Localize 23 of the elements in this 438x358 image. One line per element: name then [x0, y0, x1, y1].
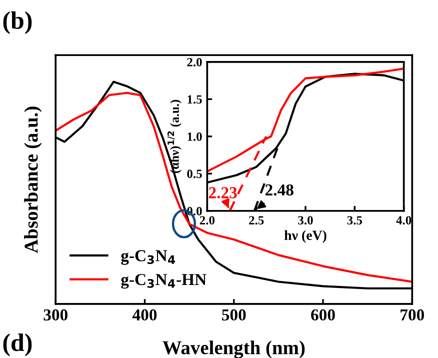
x-tick-label: 2.5	[249, 216, 264, 225]
text: (d)	[3, 334, 32, 356]
legend-label: g-C$_{3}$N$_{4}$	[121, 250, 176, 265]
annotation: 2.23	[208, 187, 237, 198]
x-tick-label: 3.5	[347, 216, 362, 225]
text: (b)	[3, 11, 32, 34]
y-axis-title: Absorbance (a.u.)	[24, 106, 42, 254]
x-axis-title: hν (eV)	[284, 230, 326, 243]
x-tick-label: 300	[44, 309, 68, 321]
x-tick-label: 400	[132, 309, 157, 321]
y-tick-label: 1.5	[188, 95, 202, 104]
x-tick-label: 600	[311, 309, 335, 321]
x-tick-label: 3.0	[298, 216, 313, 225]
legend-label: g-C$_{3}$N$_{4}$-HN	[121, 274, 206, 289]
y-tick-label: 2.0	[187, 58, 202, 66]
x-tick-label: 500	[222, 309, 246, 321]
x-tick-label: 2.0	[200, 216, 215, 225]
y-tick-label: 1.0	[188, 132, 202, 141]
x-axis-title: Wavelength (nm)	[162, 340, 305, 358]
x-tick-label: 4.0	[396, 216, 412, 225]
y-tick-label: 0.5	[187, 170, 202, 178]
x-tick-label: 700	[400, 309, 424, 321]
annotation: 2.48	[265, 184, 294, 196]
